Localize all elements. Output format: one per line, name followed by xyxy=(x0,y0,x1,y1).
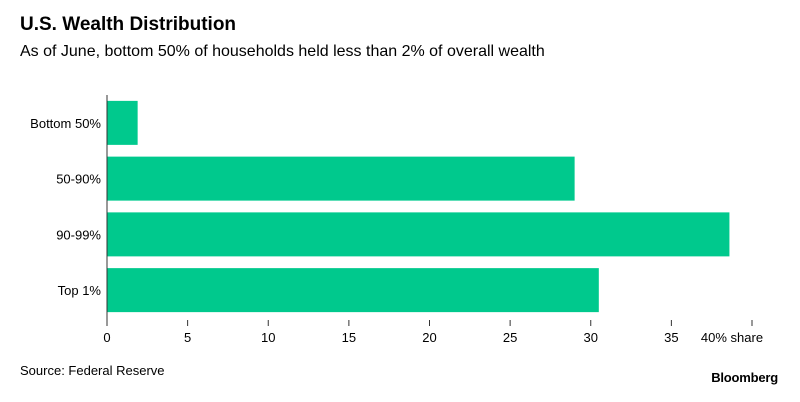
x-tick-label: 5 xyxy=(184,330,191,345)
category-label: Bottom 50% xyxy=(30,116,101,131)
x-tick-label: 0 xyxy=(103,330,110,345)
category-label: Top 1% xyxy=(58,283,102,298)
x-tick-label: 25 xyxy=(503,330,517,345)
x-tick-label: 40% share xyxy=(701,330,763,345)
bar-90-99 xyxy=(107,212,730,257)
bar-top-1 xyxy=(107,268,599,313)
source-note: Source: Federal Reserve xyxy=(20,363,165,378)
bloomberg-logo: Bloomberg xyxy=(711,370,778,385)
category-label: 90-99% xyxy=(56,227,101,242)
x-tick-label: 35 xyxy=(664,330,678,345)
bar-50-90 xyxy=(107,156,575,201)
category-label: 50-90% xyxy=(56,172,101,187)
x-tick-label: 15 xyxy=(342,330,356,345)
bar-bottom-50 xyxy=(107,100,138,145)
x-tick-label: 10 xyxy=(261,330,275,345)
x-tick-label: 30 xyxy=(584,330,598,345)
x-tick-label: 20 xyxy=(422,330,436,345)
chart-subtitle: As of June, bottom 50% of households hel… xyxy=(20,43,545,60)
chart-title: U.S. Wealth Distribution xyxy=(20,14,237,35)
